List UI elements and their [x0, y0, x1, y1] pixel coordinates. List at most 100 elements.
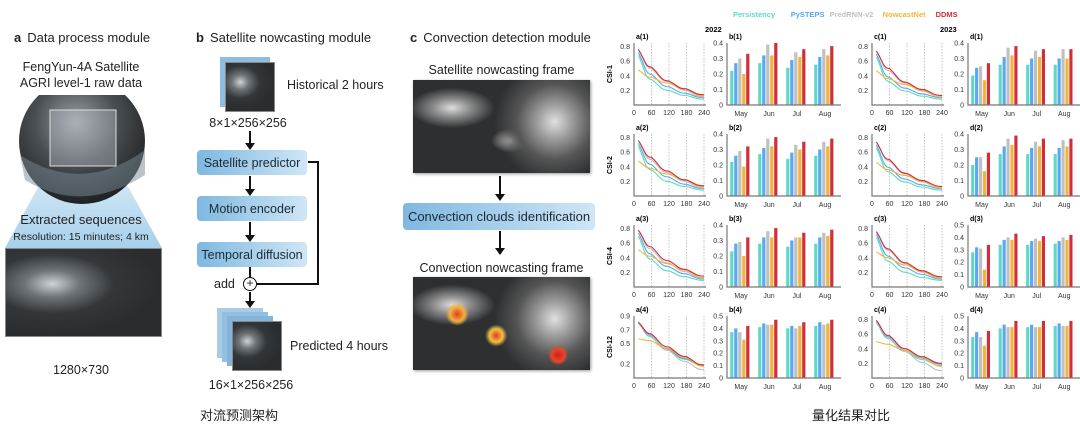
panel-title-text: Data process module	[27, 30, 151, 45]
axis	[967, 43, 1080, 106]
bar-predrnn-v2	[822, 232, 826, 287]
bar-predrnn-v2	[1034, 50, 1038, 105]
bar-predrnn-v2	[979, 66, 983, 105]
legend-item: DDMS	[936, 10, 958, 19]
row-label: CSI-1	[607, 65, 614, 83]
legend-item: PredRNN-v2	[830, 10, 874, 19]
arrow-down-icon	[495, 176, 505, 201]
bar-predrnn-v2	[1006, 237, 1010, 287]
bar-predrnn-v2	[1061, 237, 1065, 287]
bar-persistency	[971, 337, 975, 378]
axis	[967, 316, 1080, 379]
x-tick-label: 60	[648, 383, 656, 390]
bar-persistency	[814, 325, 818, 378]
bar-pysteps	[1057, 58, 1061, 105]
y-tick-label: 0.6	[858, 59, 868, 66]
bar-ddms	[830, 46, 834, 105]
y-tick-label: 0.2	[620, 362, 630, 369]
line-series-pysteps	[875, 320, 943, 365]
bar-predrnn-v2	[1061, 140, 1065, 196]
bar-pysteps	[975, 67, 979, 105]
bar-nowcastnet	[1037, 146, 1042, 196]
panel-title: a(1)	[636, 34, 648, 41]
bar-predrnn-v2	[1006, 138, 1010, 196]
bar-ddms	[802, 141, 806, 196]
bar-persistency	[814, 64, 818, 105]
bar-persistency	[1053, 64, 1057, 105]
bar-persistency	[730, 161, 734, 196]
panel-letter: c	[410, 30, 418, 45]
y-tick-label: 0.8	[620, 226, 630, 233]
bar-persistency	[1026, 244, 1030, 287]
temporal-diffusion-box: Temporal diffusion	[197, 242, 307, 267]
line-series-pysteps	[637, 143, 705, 190]
bar-ddms	[1041, 138, 1045, 196]
bar-nowcastnet	[982, 269, 987, 287]
x-tick-label: 120	[663, 110, 675, 117]
x-tick-label: May	[975, 293, 989, 300]
y-tick-label: 0	[960, 285, 964, 292]
predicted-frames-image	[232, 321, 282, 371]
y-tick-label: 0	[719, 285, 723, 292]
bar-predrnn-v2	[738, 151, 742, 196]
y-tick-label: 0.2	[858, 361, 868, 368]
bar-nowcastnet	[742, 339, 746, 378]
line-series-pysteps	[637, 52, 705, 99]
axis	[633, 316, 706, 379]
bar-nowcastnet	[798, 149, 802, 196]
satellite-nowcasting-frame-image	[413, 80, 590, 173]
y-tick-label: 0.4	[858, 346, 868, 353]
panel-title: d(3)	[970, 216, 983, 223]
y-tick-label: 0.4	[620, 255, 630, 262]
bar-ddms	[986, 330, 990, 378]
bar-ddms	[746, 53, 750, 105]
bar-persistency	[786, 328, 790, 378]
y-tick-label: 0.5	[954, 314, 964, 321]
x-tick-label: 240	[698, 201, 710, 208]
bar-persistency	[998, 328, 1002, 378]
line-series-ddms	[637, 321, 705, 366]
bar-predrnn-v2	[1061, 325, 1065, 378]
x-tick-label: 60	[648, 201, 656, 208]
y-tick-label: 0.4	[954, 326, 964, 333]
x-tick-label: 60	[648, 292, 656, 299]
line-series-ddms	[637, 49, 705, 96]
line-series-predrnn-v2	[637, 140, 705, 189]
x-tick-label: 120	[901, 383, 913, 390]
bar-pysteps	[734, 243, 738, 287]
y-tick-label: 0.9	[620, 314, 630, 321]
x-tick-label: 120	[901, 201, 913, 208]
line-series-pysteps	[637, 322, 705, 366]
panel-c-title: c Convection detection module	[410, 30, 591, 45]
extracted-satellite-image	[5, 248, 162, 337]
x-tick-label: 0	[632, 201, 636, 208]
bar-persistency	[971, 252, 975, 287]
bar-persistency	[786, 158, 790, 196]
bar-ddms	[746, 325, 750, 378]
bar-pysteps	[734, 63, 738, 105]
x-tick-label: 240	[936, 201, 948, 208]
x-tick-label: 180	[681, 201, 693, 208]
x-tick-label: Aug	[1058, 202, 1071, 209]
bar-nowcastnet	[1065, 325, 1069, 378]
x-tick-label: 120	[901, 292, 913, 299]
y-tick-label: 0.8	[858, 135, 868, 142]
panel-title: a(4)	[636, 307, 648, 314]
y-tick-label: 0.6	[620, 150, 630, 157]
line-series-nowcastnet	[876, 70, 943, 98]
bar-persistency	[730, 332, 734, 378]
x-tick-label: Aug	[819, 202, 832, 209]
y-tick-label: 0.2	[713, 351, 723, 358]
arrow-down-icon	[245, 292, 255, 308]
line-series-nowcastnet	[638, 338, 705, 367]
bar-nowcastnet	[770, 146, 774, 196]
bar-ddms	[1041, 236, 1045, 287]
arrow-down-icon	[245, 176, 255, 196]
bar-ddms	[1014, 233, 1018, 287]
x-tick-label: Jul	[1032, 202, 1041, 209]
bar-predrnn-v2	[979, 248, 983, 287]
bar-ddms	[774, 137, 778, 196]
x-tick-label: 60	[648, 110, 656, 117]
row-label: CSI-2	[607, 156, 614, 174]
bar-nowcastnet	[770, 237, 774, 287]
